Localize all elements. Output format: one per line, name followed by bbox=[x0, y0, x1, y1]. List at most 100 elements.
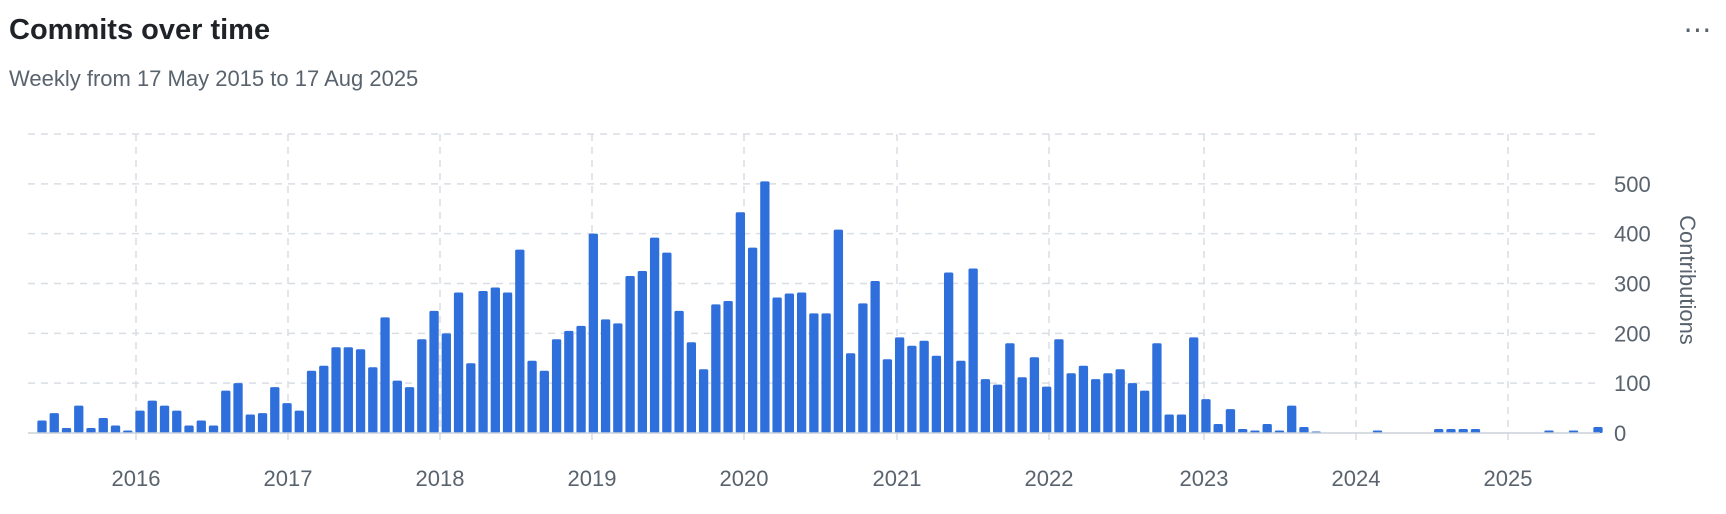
bar bbox=[37, 420, 47, 433]
bar bbox=[870, 281, 880, 433]
kebab-horizontal-icon: ⋯ bbox=[1683, 13, 1713, 45]
x-tick-label: 2024 bbox=[1332, 466, 1381, 491]
bar bbox=[698, 369, 709, 433]
bar bbox=[49, 413, 59, 433]
bar bbox=[368, 367, 378, 433]
bar bbox=[845, 353, 856, 433]
bar bbox=[404, 387, 415, 433]
bar bbox=[208, 425, 219, 433]
bar bbox=[61, 428, 72, 433]
bar bbox=[588, 233, 598, 433]
bar bbox=[478, 290, 488, 433]
bar bbox=[564, 330, 574, 433]
bar bbox=[1434, 429, 1444, 433]
x-tick-label: 2023 bbox=[1180, 466, 1229, 491]
bar bbox=[380, 317, 390, 433]
bar bbox=[1054, 339, 1064, 433]
bar bbox=[858, 303, 868, 433]
bar bbox=[993, 384, 1003, 433]
bar bbox=[1262, 424, 1272, 433]
bar bbox=[527, 360, 537, 433]
bar bbox=[1238, 429, 1248, 433]
bar bbox=[1299, 427, 1309, 433]
y-tick-label: 400 bbox=[1614, 222, 1651, 247]
bar bbox=[392, 380, 402, 433]
bar bbox=[74, 405, 84, 433]
x-tick-label: 2022 bbox=[1025, 466, 1074, 491]
bar bbox=[600, 319, 611, 433]
bar bbox=[772, 297, 782, 433]
bar bbox=[1213, 424, 1223, 433]
x-tick-label: 2016 bbox=[112, 466, 161, 491]
bar bbox=[539, 370, 549, 433]
bar bbox=[1005, 343, 1015, 433]
bar bbox=[306, 370, 317, 433]
bar bbox=[613, 323, 623, 433]
bar bbox=[931, 355, 942, 433]
chart-subtitle: Weekly from 17 May 2015 to 17 Aug 2025 bbox=[9, 66, 419, 91]
bar bbox=[1078, 365, 1089, 433]
bar bbox=[355, 349, 366, 433]
more-options-button[interactable]: ⋯ bbox=[1676, 12, 1720, 46]
bar bbox=[784, 293, 795, 433]
bar bbox=[331, 347, 341, 433]
bar bbox=[110, 425, 121, 433]
bar bbox=[968, 268, 978, 433]
bar bbox=[1140, 390, 1150, 433]
bar bbox=[221, 390, 231, 433]
bar bbox=[907, 345, 917, 433]
bar bbox=[551, 339, 562, 433]
chart-title: Commits over time bbox=[9, 14, 271, 46]
bar bbox=[233, 383, 243, 433]
bar bbox=[86, 428, 96, 433]
x-tick-label: 2020 bbox=[720, 466, 769, 491]
y-tick-label: 100 bbox=[1614, 371, 1651, 396]
bar bbox=[735, 212, 746, 433]
bar bbox=[294, 410, 304, 433]
bar bbox=[833, 229, 844, 433]
x-tick-label: 2025 bbox=[1484, 466, 1533, 491]
bar bbox=[147, 400, 157, 433]
bar bbox=[184, 425, 194, 433]
bar bbox=[637, 271, 647, 433]
bar bbox=[159, 405, 170, 433]
bar bbox=[919, 340, 929, 433]
bar bbox=[319, 365, 329, 433]
y-tick-label: 200 bbox=[1614, 321, 1651, 346]
bar bbox=[1287, 405, 1297, 433]
bars bbox=[37, 181, 1603, 433]
bar bbox=[1127, 383, 1138, 433]
x-axis-ticks: 2016 2017 2018 2019 2020 2021 2022 2023 2024 2025 bbox=[112, 466, 1533, 491]
bar bbox=[98, 418, 108, 433]
bar bbox=[343, 347, 353, 433]
bar bbox=[1103, 373, 1113, 433]
bar bbox=[662, 252, 672, 433]
x-tick-label: 2017 bbox=[264, 466, 313, 491]
x-tick-label: 2021 bbox=[873, 466, 922, 491]
x-tick-label: 2018 bbox=[416, 466, 465, 491]
bar bbox=[1201, 399, 1211, 433]
bar bbox=[809, 313, 819, 433]
bar bbox=[723, 300, 733, 433]
bar bbox=[1446, 429, 1456, 433]
bar bbox=[894, 337, 905, 433]
bar bbox=[1029, 357, 1040, 433]
bar bbox=[282, 403, 292, 433]
bar bbox=[747, 247, 758, 433]
y-tick-label: 500 bbox=[1614, 172, 1651, 197]
bar bbox=[417, 339, 427, 433]
bar bbox=[1152, 343, 1162, 433]
bar bbox=[943, 272, 954, 433]
x-tick-label: 2019 bbox=[568, 466, 617, 491]
bar bbox=[1115, 369, 1125, 433]
y-axis-ticks: 0 100 200 300 400 500 bbox=[1614, 172, 1651, 446]
bar bbox=[453, 292, 464, 433]
bar bbox=[1091, 379, 1101, 433]
bar bbox=[1225, 409, 1236, 433]
bar bbox=[649, 237, 660, 433]
bar bbox=[882, 359, 893, 433]
bar bbox=[1189, 337, 1199, 433]
bar bbox=[1176, 414, 1187, 433]
bar bbox=[821, 313, 831, 433]
